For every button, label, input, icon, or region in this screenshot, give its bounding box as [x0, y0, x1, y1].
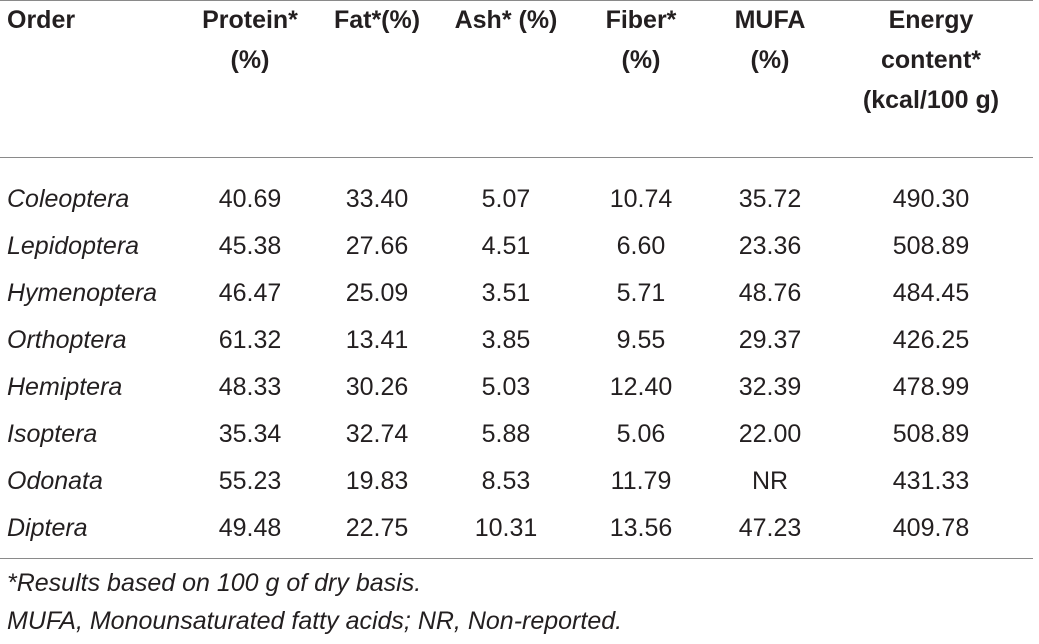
protein-cell: 55.23 — [218, 467, 282, 495]
energy-cell: 484.45 — [892, 279, 970, 307]
fiber-cell: 12.40 — [609, 373, 673, 401]
column-header-fiber: Fiber* (%) — [571, 0, 711, 157]
fiber-cell: 6.60 — [616, 232, 666, 260]
fat-cell: 25.09 — [345, 279, 409, 307]
energy-cell: 508.89 — [892, 420, 970, 448]
mufa-cell: 47.23 — [738, 514, 802, 542]
energy-cell: 508.89 — [892, 232, 970, 260]
ash-cell: 10.31 — [474, 514, 538, 542]
mufa-cell: 32.39 — [738, 373, 802, 401]
order-cell: Hemiptera — [7, 373, 123, 401]
column-header-line: Fat*(%) — [333, 6, 421, 34]
mufa-cell: 23.36 — [738, 232, 802, 260]
column-header-fat: Fat*(%) — [313, 0, 441, 157]
ash-cell: 3.51 — [481, 279, 531, 307]
protein-cell: 35.34 — [218, 420, 282, 448]
ash-cell: 5.03 — [481, 373, 531, 401]
table-row: Lepidoptera 45.38 27.66 4.51 6.60 23.36 … — [0, 226, 1033, 273]
table-row: Diptera 49.48 22.75 10.31 13.56 47.23 40… — [0, 508, 1033, 555]
column-header-ash: Ash* (%) — [441, 0, 571, 157]
table-row: Isoptera 35.34 32.74 5.88 5.06 22.00 508… — [0, 414, 1033, 461]
header-row: Order Protein* (%) Fat*(%) Ash* (%) Fibe… — [0, 0, 1033, 157]
protein-cell: 61.32 — [218, 326, 282, 354]
mufa-cell: NR — [751, 467, 789, 495]
order-cell: Diptera — [7, 514, 88, 542]
column-header-line: Protein* — [202, 6, 298, 34]
energy-cell: 478.99 — [892, 373, 970, 401]
column-header-line: Fiber* — [605, 6, 677, 34]
column-header-line: MUFA — [734, 6, 806, 34]
column-header-line: Energy — [888, 6, 974, 34]
column-header-line: Ash* (%) — [454, 6, 558, 34]
table-footnotes: *Results based on 100 g of dry basis. MU… — [7, 564, 1027, 640]
fat-cell: 19.83 — [345, 467, 409, 495]
footnote-abbreviations: MUFA, Monounsaturated fatty acids; NR, N… — [7, 607, 623, 635]
fiber-cell: 5.06 — [616, 420, 666, 448]
order-cell: Orthoptera — [7, 326, 127, 354]
fat-cell: 27.66 — [345, 232, 409, 260]
protein-cell: 49.48 — [218, 514, 282, 542]
table-row: Coleoptera 40.69 33.40 5.07 10.74 35.72 … — [0, 157, 1033, 226]
order-cell: Isoptera — [7, 420, 98, 448]
fiber-cell: 5.71 — [616, 279, 666, 307]
mufa-cell: 48.76 — [738, 279, 802, 307]
energy-cell: 426.25 — [892, 326, 970, 354]
energy-cell: 409.78 — [892, 514, 970, 542]
protein-cell: 40.69 — [218, 185, 282, 213]
fat-cell: 32.74 — [345, 420, 409, 448]
footnote-dry-basis: *Results based on 100 g of dry basis. — [7, 569, 422, 597]
column-header-line: (kcal/100 g) — [862, 86, 1000, 114]
ash-cell: 5.07 — [481, 185, 531, 213]
table-bottom-rule — [0, 558, 1033, 559]
energy-cell: 490.30 — [892, 185, 970, 213]
protein-cell: 46.47 — [218, 279, 282, 307]
protein-cell: 45.38 — [218, 232, 282, 260]
fiber-cell: 11.79 — [610, 467, 672, 495]
ash-cell: 3.85 — [481, 326, 531, 354]
fiber-cell: 9.55 — [616, 326, 666, 354]
energy-cell: 431.33 — [892, 467, 970, 495]
ash-cell: 5.88 — [481, 420, 531, 448]
mufa-cell: 35.72 — [738, 185, 802, 213]
ash-cell: 4.51 — [481, 232, 531, 260]
table-row: Hemiptera 48.33 30.26 5.03 12.40 32.39 4… — [0, 367, 1033, 414]
column-header-energy: Energy content* (kcal/100 g) — [829, 0, 1033, 157]
order-cell: Coleoptera — [7, 185, 130, 213]
order-cell: Odonata — [7, 467, 103, 495]
column-header-protein: Protein* (%) — [187, 0, 313, 157]
table-top-rule — [0, 0, 1033, 1]
fiber-cell: 13.56 — [609, 514, 673, 542]
order-cell: Lepidoptera — [7, 232, 140, 260]
column-header-line: (%) — [750, 46, 790, 74]
fat-cell: 30.26 — [345, 373, 409, 401]
column-header-mufa: MUFA (%) — [711, 0, 829, 157]
fat-cell: 33.40 — [345, 185, 409, 213]
column-header-line: content* — [881, 46, 981, 74]
table-row: Hymenoptera 46.47 25.09 3.51 5.71 48.76 … — [0, 273, 1033, 320]
nutrition-table: Order Protein* (%) Fat*(%) Ash* (%) Fibe… — [0, 0, 1033, 555]
fiber-cell: 10.74 — [609, 185, 673, 213]
ash-cell: 8.53 — [481, 467, 531, 495]
order-cell: Hymenoptera — [7, 279, 158, 307]
header-divider-rule — [0, 157, 1033, 158]
column-header-line: Order — [7, 6, 76, 34]
protein-cell: 48.33 — [218, 373, 282, 401]
column-header-line: (%) — [230, 46, 270, 74]
table-row: Odonata 55.23 19.83 8.53 11.79 NR 431.33 — [0, 461, 1033, 508]
mufa-cell: 29.37 — [738, 326, 802, 354]
mufa-cell: 22.00 — [738, 420, 802, 448]
table-header: Order Protein* (%) Fat*(%) Ash* (%) Fibe… — [0, 0, 1033, 157]
table-row: Orthoptera 61.32 13.41 3.85 9.55 29.37 4… — [0, 320, 1033, 367]
fat-cell: 13.41 — [345, 326, 409, 354]
column-header-order: Order — [0, 0, 187, 157]
fat-cell: 22.75 — [345, 514, 409, 542]
column-header-line: (%) — [621, 46, 661, 74]
table-body: Coleoptera 40.69 33.40 5.07 10.74 35.72 … — [0, 157, 1033, 555]
